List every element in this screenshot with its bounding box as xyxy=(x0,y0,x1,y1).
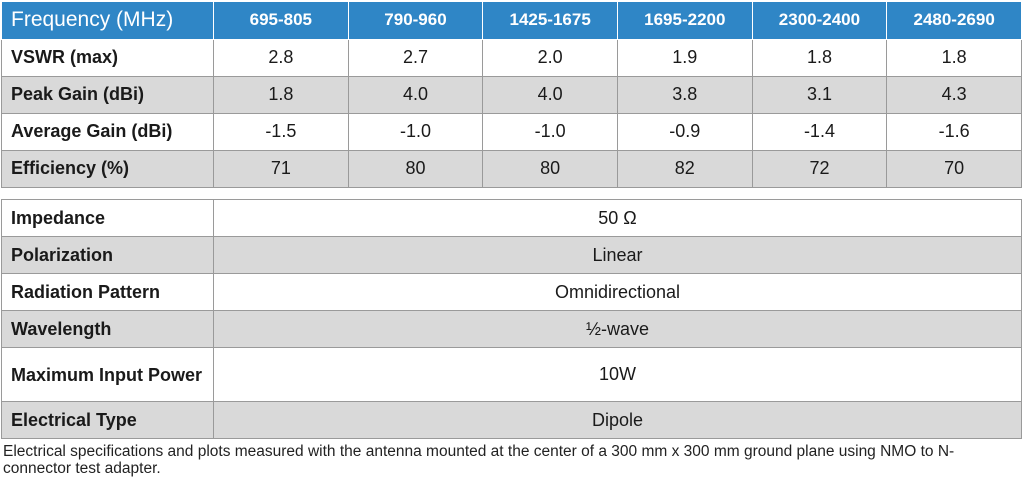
cell-value: 80 xyxy=(482,149,618,188)
electrical-type-row: Electrical Type Dipole xyxy=(1,401,1022,439)
band-header: 2480-2690 xyxy=(886,2,1022,40)
average-gain-row: Average Gain (dBi) -1.5 -1.0 -1.0 -0.9 -… xyxy=(1,112,1022,151)
row-label: Polarization xyxy=(1,236,214,274)
cell-value: 82 xyxy=(616,149,753,188)
cell-value: -1.4 xyxy=(751,112,888,151)
cell-value: 2.7 xyxy=(347,38,484,77)
band-header: 790-960 xyxy=(347,2,484,40)
band-header: 1425-1675 xyxy=(482,2,618,40)
cell-value: -1.0 xyxy=(347,112,484,151)
row-label: Impedance xyxy=(1,199,214,237)
cell-value: 4.0 xyxy=(347,75,484,114)
cell-value: ½-wave xyxy=(213,310,1022,348)
cell-value: 71 xyxy=(213,149,349,188)
cell-value: 4.3 xyxy=(886,75,1022,114)
cell-value: 72 xyxy=(751,149,888,188)
cell-value: 3.1 xyxy=(751,75,888,114)
cell-value: 3.8 xyxy=(616,75,753,114)
polarization-row: Polarization Linear xyxy=(1,236,1022,274)
cell-value: 10W xyxy=(213,347,1022,402)
cell-value: 2.8 xyxy=(213,38,349,77)
cell-value: -0.9 xyxy=(616,112,753,151)
band-header: 695-805 xyxy=(213,2,349,40)
row-label: Efficiency (%) xyxy=(1,149,214,188)
general-spec-table: Impedance 50 Ω Polarization Linear Radia… xyxy=(1,199,1022,439)
row-label: Wavelength xyxy=(1,310,214,348)
row-label: VSWR (max) xyxy=(1,38,214,77)
footnote: Electrical specifications and plots meas… xyxy=(3,443,955,477)
row-label: Electrical Type xyxy=(1,401,214,439)
cell-value: Dipole xyxy=(213,401,1022,439)
row-label: Maximum Input Power xyxy=(1,347,214,402)
cell-value: 2.0 xyxy=(482,38,618,77)
radiation-pattern-row: Radiation Pattern Omnidirectional xyxy=(1,273,1022,311)
frequency-spec-table: Frequency (MHz) 695-805 790-960 1425-167… xyxy=(1,2,1022,188)
cell-value: -1.6 xyxy=(886,112,1022,151)
impedance-row: Impedance 50 Ω xyxy=(1,199,1022,237)
efficiency-row: Efficiency (%) 71 80 80 82 72 70 xyxy=(1,149,1022,188)
cell-value: 50 Ω xyxy=(213,199,1022,237)
cell-value: Omnidirectional xyxy=(213,273,1022,311)
frequency-header-label: Frequency (MHz) xyxy=(1,2,214,40)
frequency-header-row: Frequency (MHz) 695-805 790-960 1425-167… xyxy=(1,2,1022,40)
peak-gain-row: Peak Gain (dBi) 1.8 4.0 4.0 3.8 3.1 4.3 xyxy=(1,75,1022,114)
band-header: 1695-2200 xyxy=(616,2,753,40)
vswr-row: VSWR (max) 2.8 2.7 2.0 1.9 1.8 1.8 xyxy=(1,38,1022,77)
cell-value: -1.5 xyxy=(213,112,349,151)
band-header: 2300-2400 xyxy=(751,2,888,40)
row-label: Peak Gain (dBi) xyxy=(1,75,214,114)
cell-value: 1.8 xyxy=(886,38,1022,77)
cell-value: Linear xyxy=(213,236,1022,274)
cell-value: 80 xyxy=(347,149,484,188)
wavelength-row: Wavelength ½-wave xyxy=(1,310,1022,348)
row-label: Radiation Pattern xyxy=(1,273,214,311)
cell-value: 1.8 xyxy=(213,75,349,114)
max-input-power-row: Maximum Input Power 10W xyxy=(1,347,1022,402)
cell-value: -1.0 xyxy=(482,112,618,151)
cell-value: 4.0 xyxy=(482,75,618,114)
cell-value: 70 xyxy=(886,149,1022,188)
row-label: Average Gain (dBi) xyxy=(1,112,214,151)
cell-value: 1.8 xyxy=(751,38,888,77)
cell-value: 1.9 xyxy=(616,38,753,77)
